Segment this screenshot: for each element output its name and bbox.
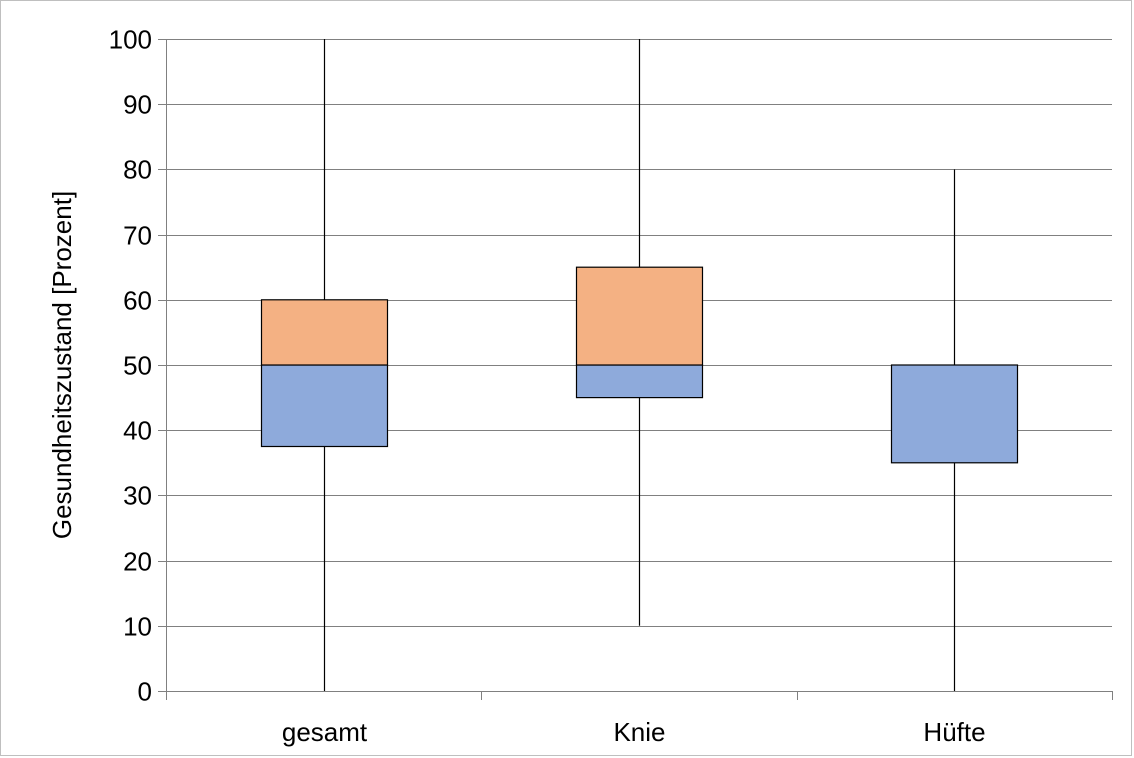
box-upper-quartile xyxy=(575,266,704,366)
box-lower-quartile xyxy=(260,364,389,448)
y-tick-label: 90 xyxy=(123,90,152,120)
x-category-label: Knie xyxy=(613,717,665,747)
box-lower-quartile xyxy=(575,364,704,399)
y-tick-label: 40 xyxy=(123,416,152,446)
y-tick-label: 30 xyxy=(123,481,152,511)
box-upper-quartile xyxy=(260,299,389,366)
y-tick-label: 80 xyxy=(123,155,152,185)
y-tick-label: 0 xyxy=(138,677,152,707)
box-lower-quartile xyxy=(890,364,1019,464)
y-tick-label: 60 xyxy=(123,286,152,316)
y-tick-label: 50 xyxy=(123,351,152,381)
x-category-label: gesamt xyxy=(282,717,368,747)
y-tick-label: 70 xyxy=(123,221,152,251)
y-tick-label: 10 xyxy=(123,612,152,642)
x-category-label: Hüfte xyxy=(923,717,985,747)
labels: Gesundheitszustand [Prozent] 0 10 20 30 40 50… xyxy=(47,25,986,748)
y-tick-label: 100 xyxy=(109,25,152,55)
axes xyxy=(158,39,1113,700)
y-tick-label: 20 xyxy=(123,547,152,577)
y-axis-title: Gesundheitszustand [Prozent] xyxy=(47,191,77,539)
boxes xyxy=(260,39,1019,691)
